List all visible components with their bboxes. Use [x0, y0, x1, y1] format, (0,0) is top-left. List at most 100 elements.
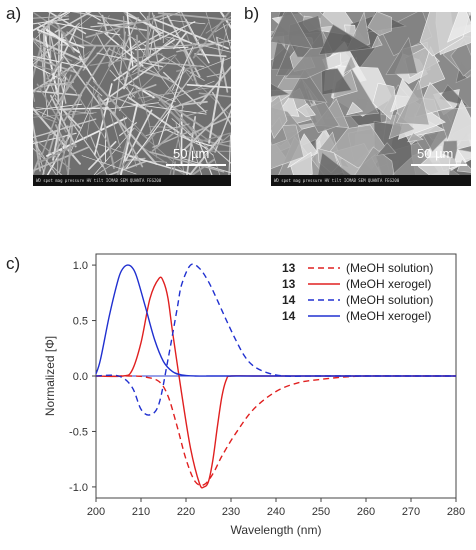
fiber-strand [46, 20, 121, 36]
fiber-strand [131, 103, 207, 115]
x-tick-label: 280 [447, 506, 465, 518]
legend-series-label: (MeOH xerogel) [346, 277, 431, 291]
fiber-strand [41, 74, 72, 156]
crystal-facet [385, 36, 418, 75]
fiber-strand [40, 18, 62, 31]
fiber-strand [180, 157, 231, 174]
fiber-strand [33, 39, 68, 80]
crystal-surface-image [271, 12, 471, 175]
panel-c-label: c) [6, 254, 21, 273]
fiber-strand [33, 132, 77, 145]
fiber-strand [228, 133, 231, 175]
fiber-strand [95, 32, 120, 76]
legend-series-name: 14 [282, 309, 296, 323]
crystal-facet [342, 55, 357, 75]
fiber-strand [195, 54, 223, 82]
fiber-strand [54, 12, 92, 33]
crystal-facet [290, 151, 313, 175]
fiber-strand [212, 146, 231, 164]
micrograph-a: WD spot mag pressure HV tilt ICMAB SEM Q… [33, 12, 231, 186]
fiber-strand [33, 12, 69, 32]
fiber-strand [149, 151, 225, 173]
x-tick-label: 250 [312, 506, 330, 518]
fiber-strand [91, 84, 157, 109]
fiber-strand [124, 12, 163, 35]
crystal-facet [442, 99, 471, 154]
fiber-strand [178, 12, 190, 43]
fiber-strand [158, 66, 185, 145]
fiber-strand [136, 34, 140, 77]
fiber-strand [190, 140, 203, 175]
fiber-strand [81, 155, 137, 175]
crystal-facet [296, 103, 316, 118]
fiber-strand [33, 18, 70, 25]
series-line-14-solution [95, 263, 456, 416]
x-tick-label: 270 [402, 506, 420, 518]
y-tick-label: 1.0 [73, 260, 88, 272]
fiber-strand [33, 147, 63, 175]
crystal-facet [317, 152, 352, 175]
fiber-strand [33, 146, 90, 172]
fiber-strand [164, 80, 215, 103]
fiber-strand [46, 57, 65, 80]
legend-series-name: 14 [282, 293, 296, 307]
crystal-facet [271, 83, 290, 97]
fiber-strand [37, 23, 59, 37]
x-tick-label: 200 [87, 506, 105, 518]
y-tick-label: -1.0 [69, 482, 88, 494]
fiber-strand [45, 28, 80, 54]
fiber-strand [33, 108, 57, 120]
crystal-facet [390, 78, 419, 113]
x-tick-label: 220 [177, 506, 195, 518]
crystal-facet [318, 24, 373, 55]
x-axis-title: Wavelength (nm) [231, 523, 322, 537]
fiber-strand [33, 45, 43, 80]
fiber-strand [163, 71, 207, 113]
fiber-strand [33, 118, 97, 139]
fiber-strand [86, 81, 103, 97]
crystal-facet [287, 68, 328, 103]
fiber-strand [118, 87, 134, 112]
fiber-strand [127, 15, 193, 44]
fiber-strand [66, 31, 96, 47]
fiber-strand [33, 153, 42, 175]
fiber-strand [85, 12, 171, 39]
crystal-facet [442, 140, 458, 160]
fiber-strand [90, 135, 108, 175]
fiber-strand [36, 29, 85, 49]
fiber-strand [157, 12, 231, 21]
crystal-facet [354, 146, 395, 175]
fiber-strand [41, 67, 70, 117]
fiber-strand [123, 12, 149, 42]
fiber-strand [199, 65, 231, 105]
y-tick-label: -0.5 [69, 426, 88, 438]
fiber-strand [33, 112, 58, 123]
y-axis-title: Normalized [Φ] [43, 336, 57, 416]
fiber-strand [33, 140, 57, 175]
fiber-strand [212, 153, 221, 175]
fiber-strand [172, 46, 194, 91]
x-tick-label: 240 [267, 506, 285, 518]
fiber-strand [186, 83, 231, 89]
fiber-strand [119, 103, 139, 175]
fiber-strand [116, 133, 156, 175]
fiber-strand [54, 124, 67, 145]
fiber-strand [56, 124, 60, 175]
legend-series-label: (MeOH solution) [346, 261, 433, 275]
fiber-strand [33, 64, 63, 81]
fiber-strand [33, 90, 82, 97]
fiber-strand [116, 46, 144, 105]
panel-b-label: b) [244, 4, 260, 23]
fiber-strand [80, 12, 86, 70]
crystal-facet [345, 101, 364, 116]
fiber-strand [152, 37, 160, 70]
legend-series-name: 13 [282, 277, 296, 291]
cd-spectra-chart: 200 210 220 230 240 250 260 270 280 1.0 0.5 0.0 -0.5… [43, 253, 465, 537]
x-tick-label: 230 [222, 506, 240, 518]
fiber-strand [169, 124, 182, 175]
fiber-strand [45, 117, 127, 157]
fiber-strand [84, 12, 101, 21]
fiber-strand [148, 90, 223, 141]
fiber-strand [208, 57, 225, 144]
fiber-strand [33, 37, 84, 62]
